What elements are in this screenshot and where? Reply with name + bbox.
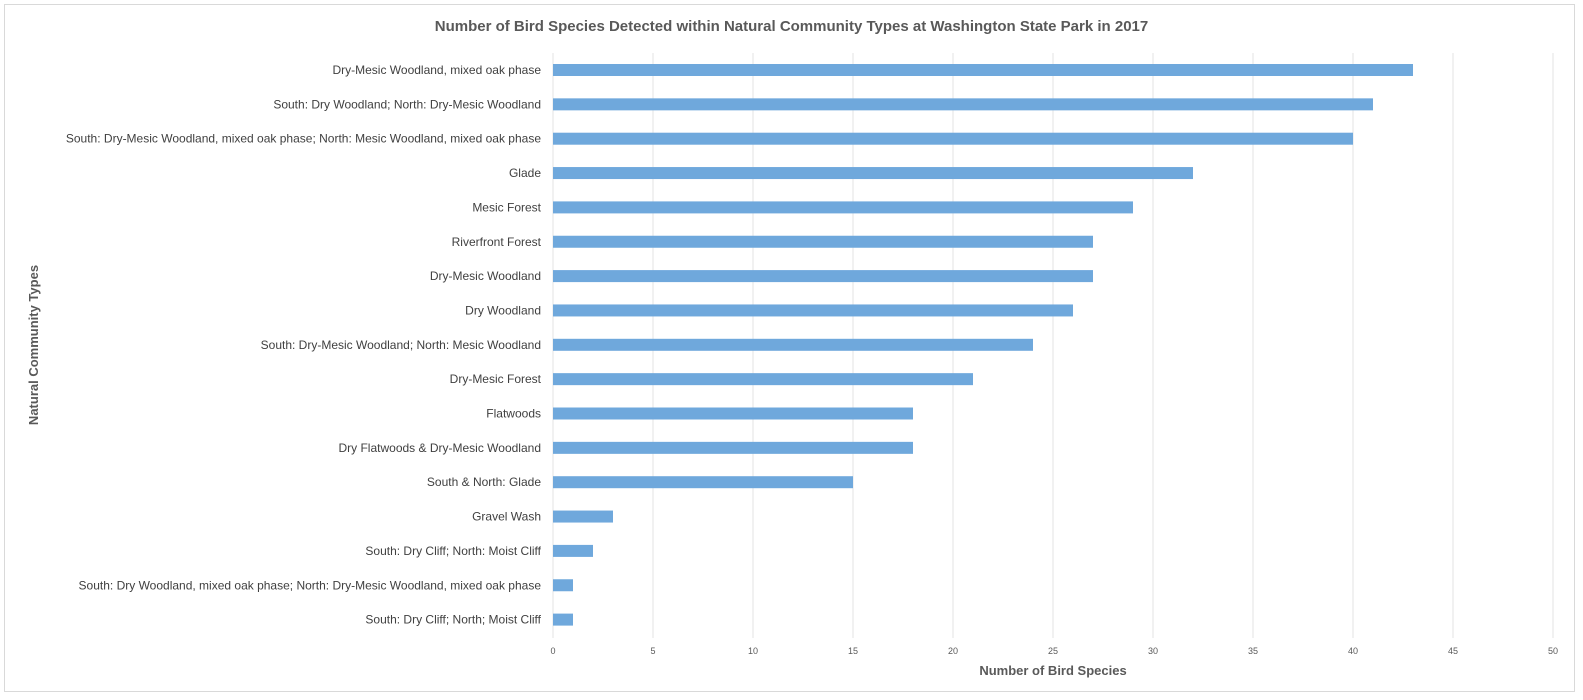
category-label: Glade bbox=[509, 166, 541, 180]
bar bbox=[553, 407, 913, 420]
bar bbox=[553, 304, 1073, 317]
bar bbox=[553, 510, 613, 523]
bar bbox=[553, 544, 593, 557]
category-label: Gravel Wash bbox=[472, 510, 541, 524]
x-tick-label: 45 bbox=[1448, 646, 1458, 656]
category-labels: Dry-Mesic Woodland, mixed oak phase South… bbox=[66, 63, 542, 627]
category-label: Riverfront Forest bbox=[452, 235, 542, 249]
x-tick-label: 25 bbox=[1048, 646, 1058, 656]
category-label: South: Dry Cliff; North: Moist Cliff bbox=[365, 544, 541, 558]
x-tick-label: 10 bbox=[748, 646, 758, 656]
bar bbox=[553, 476, 853, 489]
bar bbox=[553, 167, 1193, 180]
category-label: South & North: Glade bbox=[427, 475, 541, 489]
bar bbox=[553, 132, 1353, 145]
category-label: Flatwoods bbox=[486, 407, 541, 421]
bar bbox=[553, 373, 973, 386]
category-label: South: Dry-Mesic Woodland; North: Mesic … bbox=[261, 338, 541, 352]
bar bbox=[553, 201, 1133, 214]
category-label: Dry-Mesic Forest bbox=[450, 372, 542, 386]
x-tick-label: 15 bbox=[848, 646, 858, 656]
category-label: South: Dry Woodland; North: Dry-Mesic Wo… bbox=[273, 97, 541, 111]
bar bbox=[553, 270, 1093, 283]
bar bbox=[553, 235, 1093, 248]
x-tick-label: 0 bbox=[550, 646, 555, 656]
category-label: Dry-Mesic Woodland, mixed oak phase bbox=[332, 63, 541, 77]
category-label: South: Dry Woodland, mixed oak phase; No… bbox=[79, 578, 542, 592]
bars bbox=[553, 64, 1413, 626]
x-tick-label: 5 bbox=[650, 646, 655, 656]
x-tick-label: 20 bbox=[948, 646, 958, 656]
bar bbox=[553, 98, 1373, 111]
category-label: South: Dry Cliff; North; Moist Cliff bbox=[365, 613, 541, 627]
y-axis-title: Natural Community Types bbox=[26, 265, 41, 425]
category-label: Dry Woodland bbox=[465, 303, 541, 317]
category-label: Dry-Mesic Woodland bbox=[430, 269, 541, 283]
gridlines bbox=[552, 53, 1554, 638]
chart-title: Number of Bird Species Detected within N… bbox=[434, 18, 1149, 35]
bar bbox=[553, 441, 913, 454]
x-tick-label: 40 bbox=[1348, 646, 1358, 656]
category-label: Mesic Forest bbox=[472, 200, 541, 214]
x-tick-labels: 0 5 10 15 20 25 30 35 40 45 50 bbox=[550, 646, 1558, 656]
category-label: Dry Flatwoods & Dry-Mesic Woodland bbox=[338, 441, 541, 455]
x-axis-title: Number of Bird Species bbox=[979, 663, 1126, 678]
bar bbox=[553, 64, 1413, 76]
bar bbox=[553, 613, 573, 626]
bar bbox=[553, 579, 573, 592]
category-label: South: Dry-Mesic Woodland, mixed oak pha… bbox=[66, 132, 541, 146]
x-tick-label: 35 bbox=[1248, 646, 1258, 656]
x-tick-label: 50 bbox=[1548, 646, 1558, 656]
x-tick-label: 30 bbox=[1148, 646, 1158, 656]
bar bbox=[553, 338, 1033, 351]
